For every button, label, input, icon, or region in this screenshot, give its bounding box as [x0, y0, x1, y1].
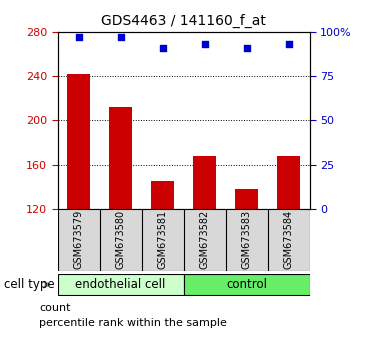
Bar — [277, 156, 301, 209]
Bar — [184, 274, 310, 295]
Bar — [235, 189, 258, 209]
Text: GSM673579: GSM673579 — [73, 210, 83, 269]
Bar — [151, 181, 174, 209]
Bar — [193, 156, 216, 209]
Text: GSM673580: GSM673580 — [116, 210, 125, 269]
Text: count: count — [39, 303, 70, 313]
Bar — [58, 274, 184, 295]
Text: GSM673584: GSM673584 — [284, 210, 294, 269]
Point — [76, 34, 82, 40]
Text: GSM673581: GSM673581 — [158, 210, 168, 269]
Text: cell type: cell type — [4, 278, 54, 291]
Point — [160, 45, 165, 51]
Point — [244, 45, 250, 51]
Text: GSM673582: GSM673582 — [200, 210, 210, 269]
Title: GDS4463 / 141160_f_at: GDS4463 / 141160_f_at — [101, 14, 266, 28]
Point — [202, 41, 208, 47]
Text: endothelial cell: endothelial cell — [75, 278, 166, 291]
Point — [118, 34, 124, 40]
Point — [286, 41, 292, 47]
Bar — [67, 74, 90, 209]
Text: control: control — [226, 278, 267, 291]
Text: GSM673583: GSM673583 — [242, 210, 252, 269]
Text: percentile rank within the sample: percentile rank within the sample — [39, 318, 227, 328]
Bar — [109, 107, 132, 209]
